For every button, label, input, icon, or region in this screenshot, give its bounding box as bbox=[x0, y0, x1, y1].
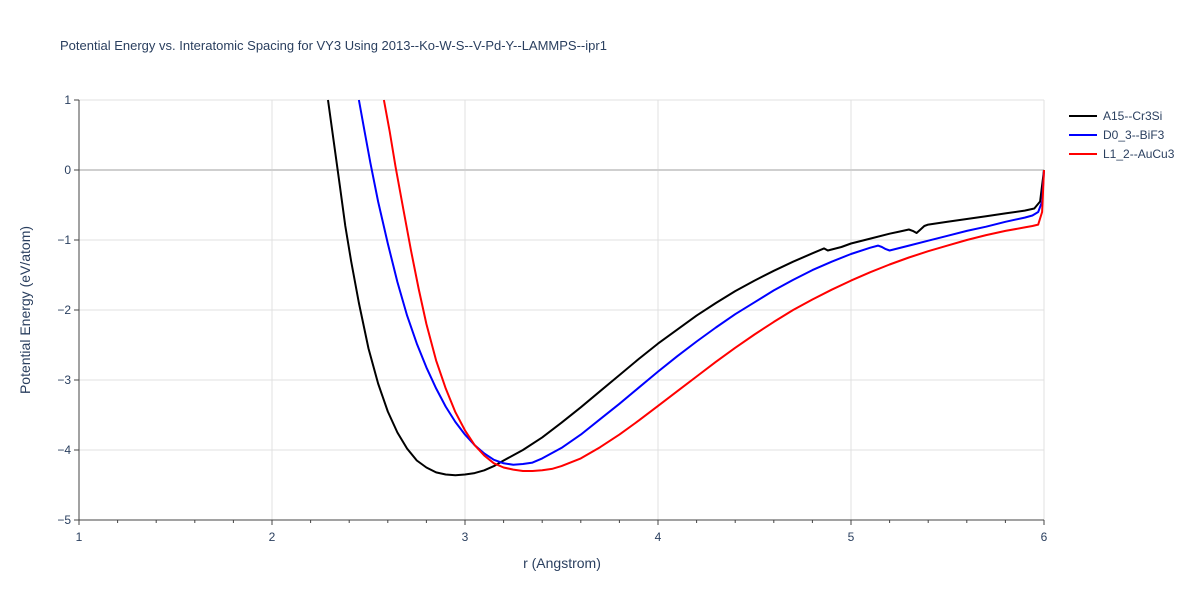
x-tick-label: 5 bbox=[848, 530, 855, 544]
y-tick-label: −2 bbox=[57, 303, 71, 317]
y-tick-label: −3 bbox=[57, 373, 71, 387]
x-tick-label: 1 bbox=[76, 530, 83, 544]
y-tick-label: −1 bbox=[57, 233, 71, 247]
legend-item[interactable]: A15--Cr3Si bbox=[1069, 109, 1162, 123]
legend-item[interactable]: D0_3--BiF3 bbox=[1069, 128, 1165, 142]
x-tick-label: 6 bbox=[1041, 530, 1048, 544]
legend-label: A15--Cr3Si bbox=[1103, 109, 1162, 123]
gridlines bbox=[79, 99, 1045, 520]
x-axis-ticks: 1 2 3 4 5 6 bbox=[76, 520, 1048, 544]
legend-label: L1_2--AuCu3 bbox=[1103, 147, 1175, 161]
y-tick-label: −4 bbox=[57, 443, 71, 457]
legend-item[interactable]: L1_2--AuCu3 bbox=[1069, 147, 1175, 161]
x-tick-label: 2 bbox=[269, 530, 276, 544]
series-lines bbox=[327, 99, 1045, 477]
y-axis-title: Potential Energy (eV/atom) bbox=[17, 226, 33, 394]
y-tick-label: 0 bbox=[64, 163, 71, 177]
x-tick-label: 3 bbox=[462, 530, 469, 544]
series-line-0 bbox=[327, 99, 1045, 477]
series-line-1 bbox=[357, 99, 1045, 466]
y-tick-label: 1 bbox=[64, 93, 71, 107]
y-tick-label: −5 bbox=[57, 513, 71, 527]
x-tick-label: 4 bbox=[655, 530, 662, 544]
chart-title: Potential Energy vs. Interatomic Spacing… bbox=[60, 38, 607, 53]
x-axis-title: r (Angstrom) bbox=[523, 555, 601, 571]
y-axis-ticks: 1 0 −1 −2 −3 −4 −5 bbox=[57, 93, 79, 527]
series-line-2 bbox=[382, 99, 1045, 472]
legend-label: D0_3--BiF3 bbox=[1103, 128, 1165, 142]
legend[interactable]: A15--Cr3Si D0_3--BiF3 L1_2--AuCu3 bbox=[1069, 109, 1175, 161]
